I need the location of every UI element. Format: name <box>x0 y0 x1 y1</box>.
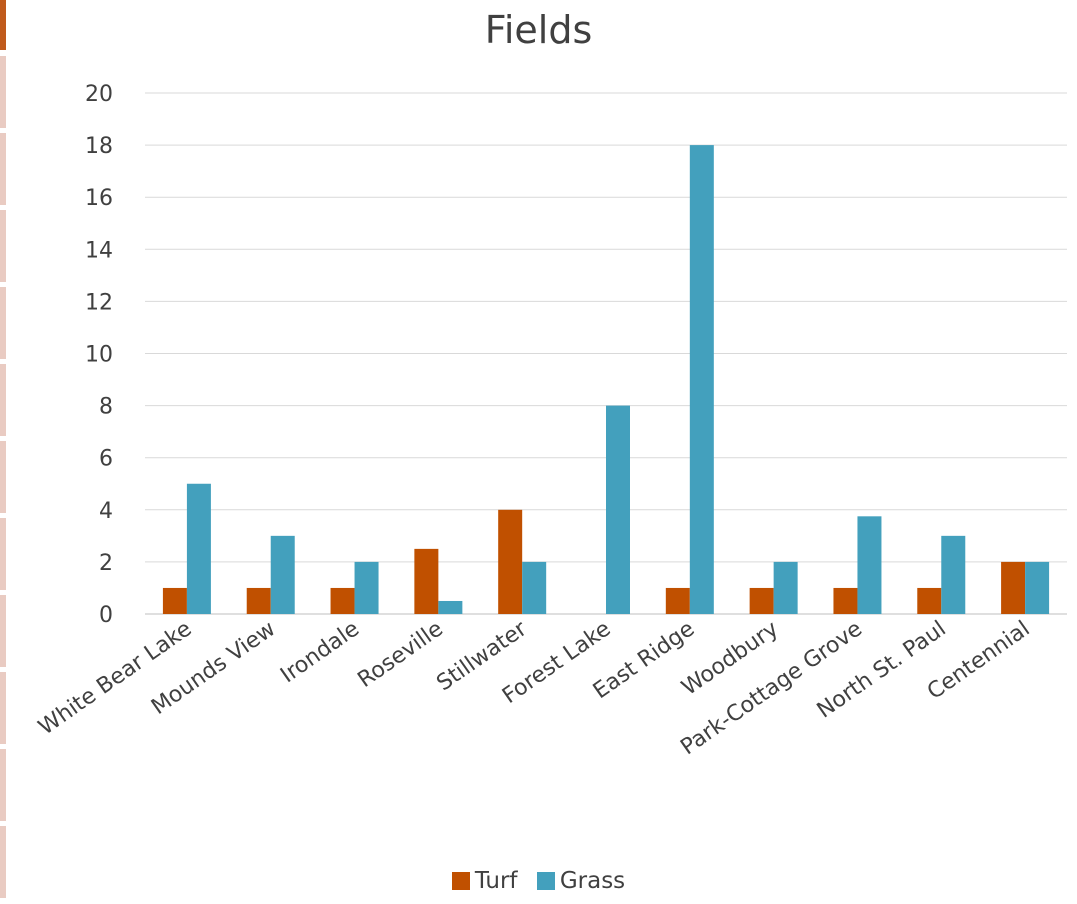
y-tick-label: 8 <box>99 395 113 420</box>
legend-label-turf: Turf <box>474 868 518 894</box>
slide-edge-strip <box>0 0 6 904</box>
slide-edge-segment <box>0 672 6 744</box>
bar-grass <box>522 561 547 614</box>
x-category-label: White Bear Lake <box>34 616 196 740</box>
bar-grass <box>438 600 463 614</box>
bar-turf <box>1001 561 1026 614</box>
legend-swatch-turf <box>451 872 470 890</box>
bar-grass <box>1025 561 1050 614</box>
slide-edge-segment <box>0 133 6 205</box>
bar-grass <box>354 561 379 614</box>
bar-turf <box>749 587 774 614</box>
slide-edge-segment <box>0 210 6 282</box>
bar-grass <box>857 516 882 614</box>
legend: Turf Grass <box>0 868 1077 896</box>
bar-turf <box>246 587 271 614</box>
bar-grass <box>186 483 211 614</box>
x-category-label: Irondale <box>276 616 364 688</box>
bar-grass <box>773 561 798 614</box>
y-tick-label: 10 <box>85 343 113 368</box>
bar-turf <box>162 587 187 614</box>
y-tick-label: 20 <box>85 82 113 107</box>
y-tick-label: 12 <box>85 290 113 315</box>
bar-grass <box>606 405 630 614</box>
slide-edge-segment <box>0 56 6 128</box>
legend-swatch-grass <box>536 872 555 890</box>
y-tick-label: 14 <box>85 238 113 263</box>
bar-turf <box>665 587 690 614</box>
slide-edge-segment <box>0 287 6 359</box>
y-tick-label: 16 <box>85 186 113 211</box>
slide-edge-accent <box>0 0 6 50</box>
slide-edge-segment <box>0 364 6 436</box>
slide-edge-segment <box>0 826 6 898</box>
legend-item-grass: Grass <box>536 868 626 894</box>
slide-edge-segment <box>0 441 6 513</box>
legend-item-turf: Turf <box>451 868 518 894</box>
bar-turf <box>833 587 858 614</box>
y-tick-label: 6 <box>99 447 113 472</box>
x-category-label: Roseville <box>353 616 447 692</box>
bar-turf <box>330 587 355 614</box>
bar-turf <box>414 548 439 614</box>
y-tick-label: 2 <box>99 551 113 576</box>
y-tick-label: 0 <box>99 603 113 628</box>
slide-edge-segment <box>0 518 6 590</box>
bar-turf <box>917 587 942 614</box>
y-tick-label: 4 <box>99 499 113 524</box>
bar-turf <box>498 509 523 614</box>
chart-title: Fields <box>484 8 593 52</box>
y-tick-label: 18 <box>85 134 113 159</box>
bar-grass <box>941 535 966 614</box>
legend-label-grass: Grass <box>559 868 626 894</box>
bar-grass <box>689 145 714 614</box>
slide-edge-segment <box>0 749 6 821</box>
bar-grass <box>270 535 295 614</box>
slide-edge-segment <box>0 595 6 667</box>
